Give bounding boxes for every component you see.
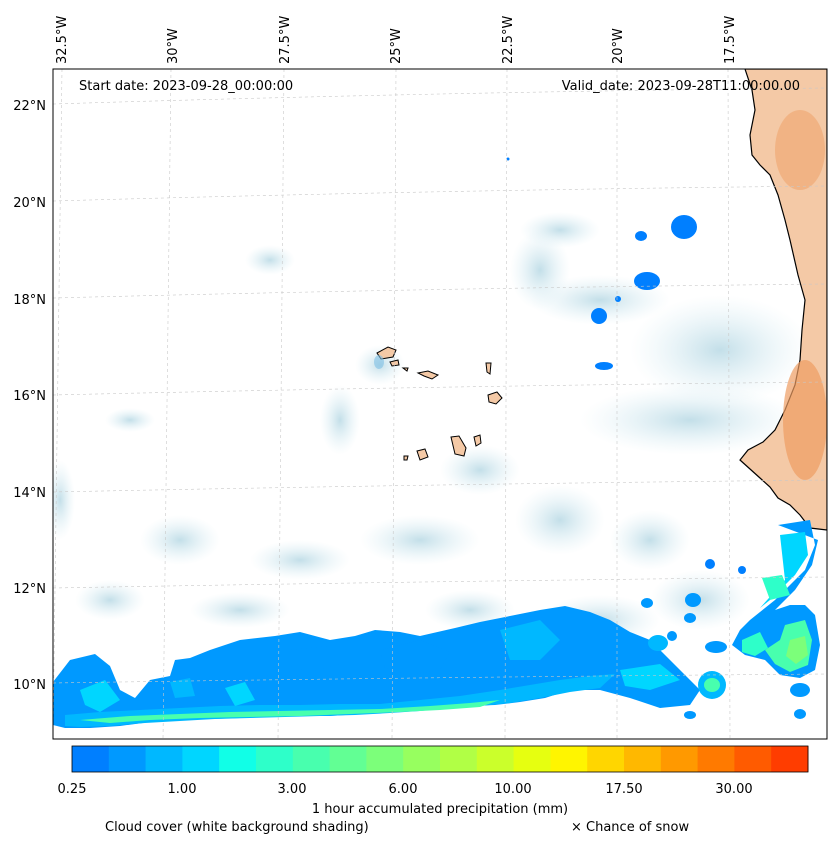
start-date: Start date: 2023-09-28_00:00:00 bbox=[79, 79, 293, 94]
colorbar-tick: 17.50 bbox=[605, 782, 642, 797]
colorbar-tick-labels: 0.25 1.00 3.00 6.00 10.00 17.50 30.00 bbox=[58, 782, 753, 797]
colorbar-swatch bbox=[366, 746, 404, 772]
lat-label: 14°N bbox=[13, 486, 46, 501]
colorbar-swatch bbox=[219, 746, 257, 772]
colorbar-tick: 6.00 bbox=[389, 782, 418, 797]
colorbar-tick: 10.00 bbox=[494, 782, 531, 797]
colorbar-frame bbox=[71, 745, 809, 773]
lon-label: 30°W bbox=[166, 28, 181, 64]
colorbar-title: 1 hour accumulated precipitation (mm) bbox=[312, 802, 568, 817]
lon-label: 20°W bbox=[611, 28, 626, 64]
cloud-cover-note: Cloud cover (white background shading) bbox=[105, 820, 369, 835]
longitude-labels: 32.5°W 30°W 27.5°W 25°W 22.5°W 20°W 17.5… bbox=[55, 16, 738, 64]
land-shading bbox=[775, 110, 825, 190]
colorbar-swatch bbox=[145, 746, 183, 772]
lon-label: 22.5°W bbox=[501, 16, 516, 64]
colorbar-swatch bbox=[697, 746, 735, 772]
lat-label: 20°N bbox=[13, 196, 46, 211]
cape-verde-islands bbox=[376, 346, 503, 461]
island-santa-luzia bbox=[401, 367, 409, 372]
latitude-labels: 22°N 20°N 18°N 16°N 14°N 12°N 10°N bbox=[13, 99, 46, 693]
colorbar bbox=[72, 746, 809, 772]
colorbar-swatch bbox=[550, 746, 588, 772]
colorbar-swatch bbox=[734, 746, 772, 772]
colorbar-swatch bbox=[476, 746, 515, 772]
colorbar-tick: 1.00 bbox=[168, 782, 197, 797]
colorbar-swatch bbox=[182, 746, 220, 772]
colorbar-swatch bbox=[771, 746, 809, 772]
lon-label: 17.5°W bbox=[723, 16, 738, 64]
island-sal bbox=[485, 362, 492, 375]
colorbar-swatch bbox=[72, 746, 110, 772]
colorbar-swatch bbox=[513, 746, 551, 772]
gridlines bbox=[53, 69, 827, 739]
precipitation-areas bbox=[53, 157, 820, 728]
lat-label: 10°N bbox=[13, 678, 46, 693]
colorbar-swatch bbox=[440, 746, 478, 772]
lat-label: 12°N bbox=[13, 582, 46, 597]
colorbar-swatch bbox=[292, 746, 331, 772]
colorbar-swatch bbox=[587, 746, 625, 772]
island-boa-vista bbox=[487, 391, 503, 405]
land-shading bbox=[783, 360, 827, 480]
island-sao-nicolau bbox=[416, 370, 440, 380]
lon-label: 25°W bbox=[389, 28, 404, 64]
colorbar-swatch bbox=[256, 746, 294, 772]
colorbar-tick: 3.00 bbox=[278, 782, 307, 797]
colorbar-tick: 0.25 bbox=[58, 782, 87, 797]
lon-label: 32.5°W bbox=[55, 16, 70, 64]
lon-label: 27.5°W bbox=[278, 16, 293, 64]
island-santiago bbox=[450, 435, 467, 457]
lat-label: 18°N bbox=[13, 293, 46, 308]
lat-label: 22°N bbox=[13, 99, 46, 114]
colorbar-swatch bbox=[403, 746, 441, 772]
lat-label: 16°N bbox=[13, 389, 46, 404]
map-frame bbox=[52, 68, 828, 740]
colorbar-swatch bbox=[108, 746, 147, 772]
snow-note: × Chance of snow bbox=[571, 820, 689, 835]
colorbar-swatch bbox=[660, 746, 699, 772]
colorbar-tick: 30.00 bbox=[715, 782, 752, 797]
valid-date: Valid_date: 2023-09-28T11:00:00.00 bbox=[562, 79, 800, 94]
colorbar-swatch bbox=[624, 746, 662, 772]
island-brava bbox=[403, 455, 409, 461]
island-maio bbox=[473, 434, 482, 447]
island-fogo bbox=[416, 448, 429, 461]
colorbar-swatch bbox=[329, 746, 367, 772]
